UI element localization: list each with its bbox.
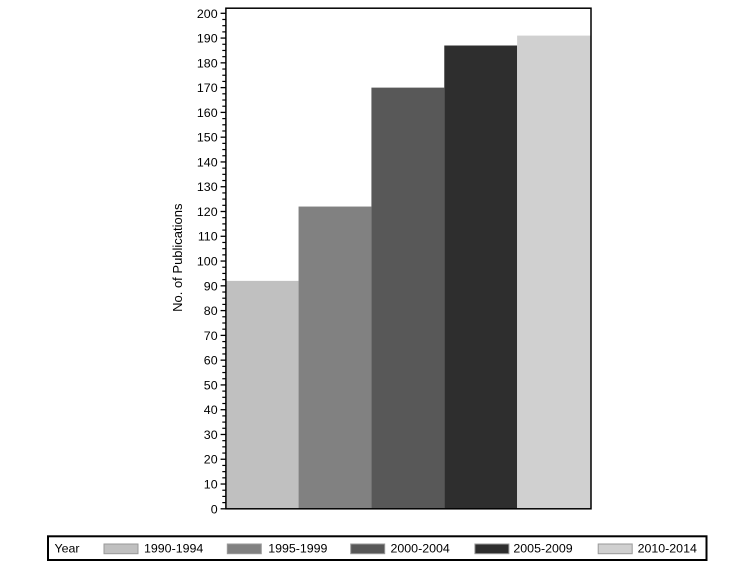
svg-text:2010-2014: 2010-2014: [638, 541, 697, 555]
svg-text:30: 30: [204, 428, 218, 442]
svg-text:Year: Year: [55, 541, 80, 555]
svg-text:80: 80: [204, 304, 218, 318]
svg-text:200: 200: [197, 7, 218, 21]
svg-text:0: 0: [211, 502, 218, 516]
svg-text:2005-2009: 2005-2009: [513, 541, 572, 555]
svg-text:180: 180: [197, 56, 218, 70]
svg-text:1995-1999: 1995-1999: [268, 541, 327, 555]
svg-text:100: 100: [197, 255, 218, 269]
svg-text:20: 20: [204, 453, 218, 467]
svg-text:1990-1994: 1990-1994: [144, 541, 203, 555]
svg-text:90: 90: [204, 279, 218, 293]
svg-text:130: 130: [197, 180, 218, 194]
svg-text:110: 110: [198, 230, 218, 244]
svg-text:190: 190: [197, 32, 218, 46]
svg-text:120: 120: [197, 205, 218, 219]
svg-text:50: 50: [204, 378, 218, 392]
svg-text:No. of Publications: No. of Publications: [170, 203, 185, 312]
svg-text:70: 70: [204, 329, 218, 343]
svg-text:160: 160: [197, 106, 218, 120]
svg-text:140: 140: [197, 155, 218, 169]
svg-text:60: 60: [204, 354, 218, 368]
svg-text:2000-2004: 2000-2004: [391, 541, 450, 555]
svg-text:170: 170: [197, 81, 218, 95]
svg-text:10: 10: [204, 477, 218, 491]
svg-text:40: 40: [204, 403, 218, 417]
svg-text:150: 150: [197, 131, 218, 145]
